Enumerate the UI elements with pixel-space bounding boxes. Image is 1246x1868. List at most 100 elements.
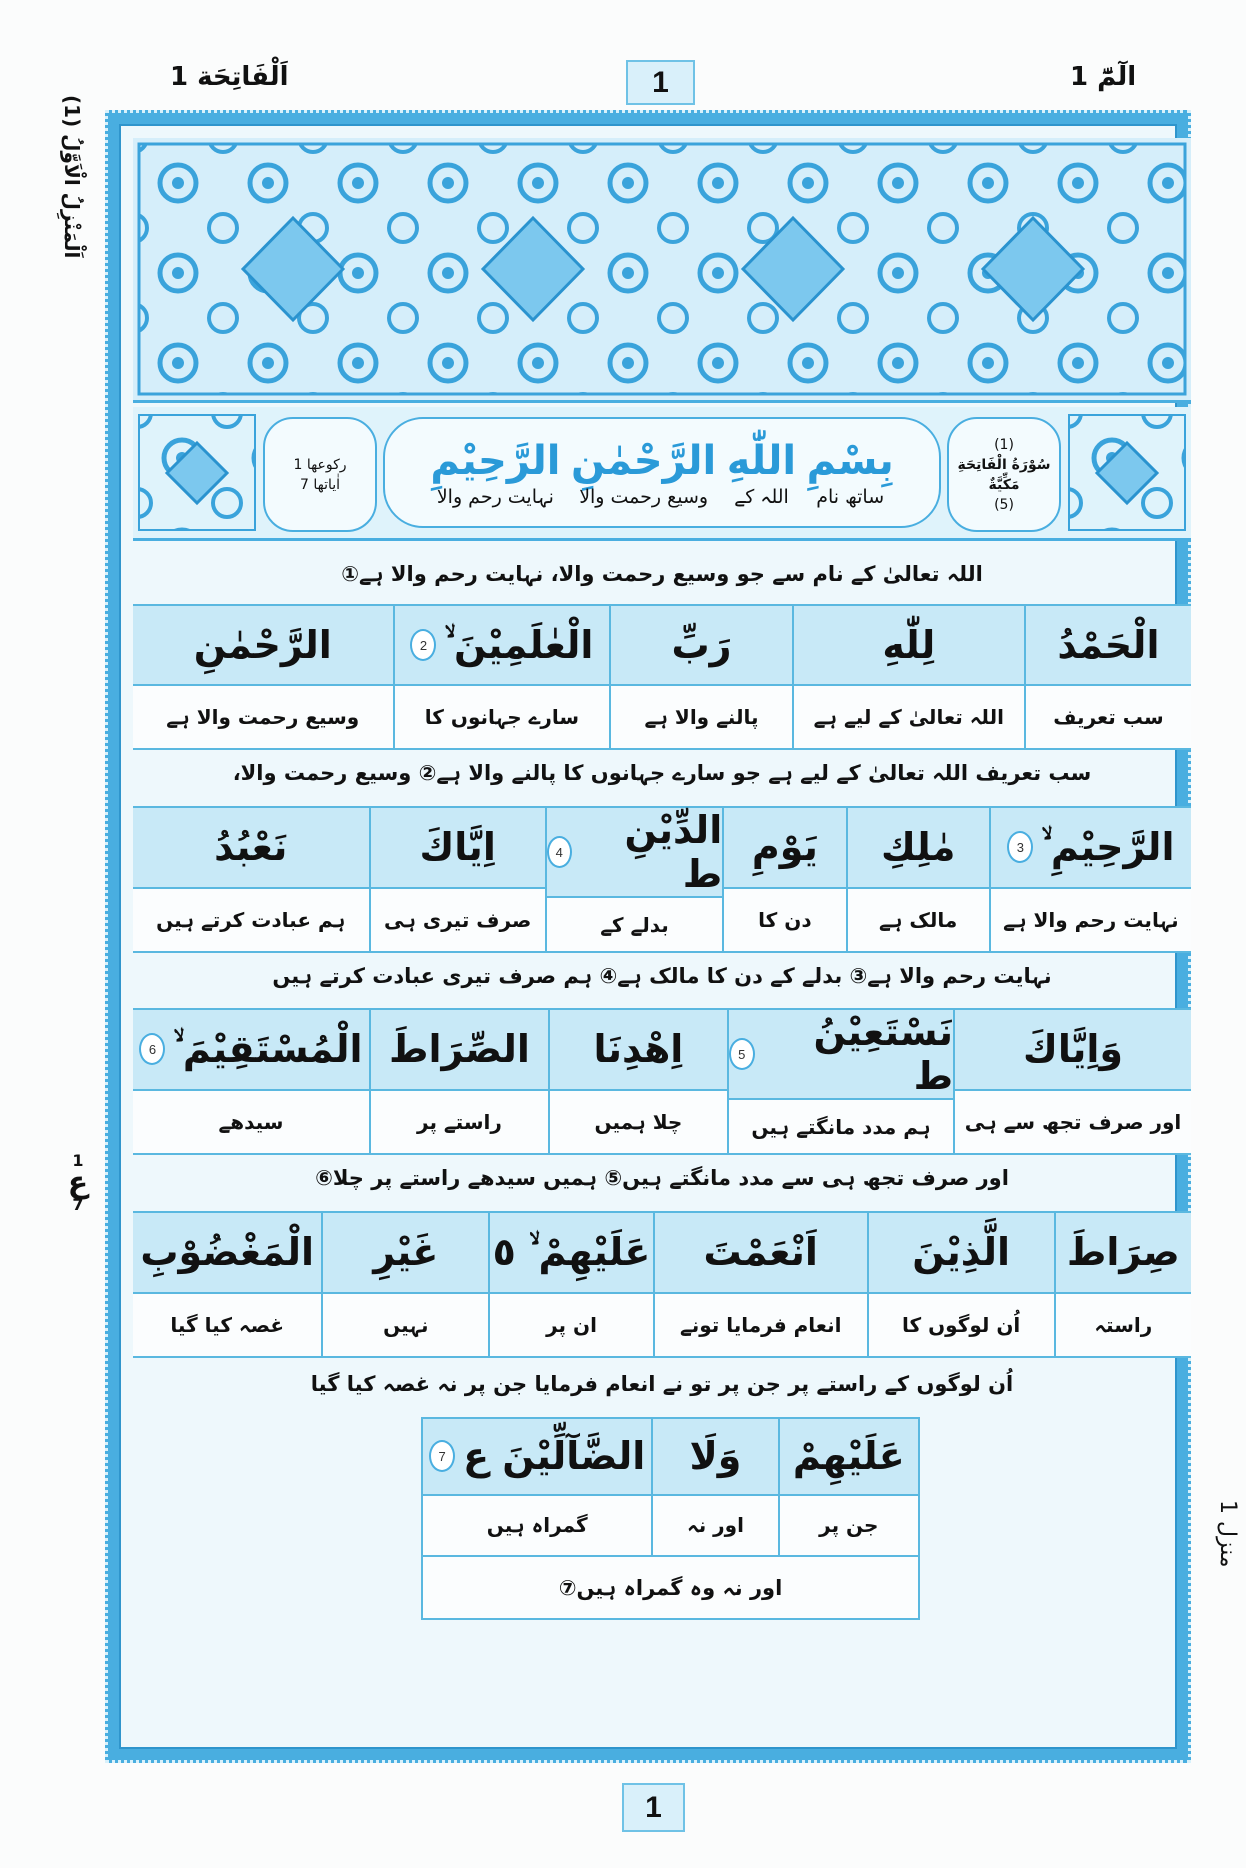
arabic-word: لِلّٰهِ — [882, 623, 936, 668]
urdu-meaning: ساتھ نام — [816, 485, 885, 508]
word-cell: الضَّآلِّيْنَ ع 7 گمراہ ہیں — [423, 1419, 652, 1555]
word-cell: الْمَغْضُوْبِ غصہ کیا گیا — [132, 1213, 322, 1356]
arabic-cell: الدِّيْنِ ط 4 — [546, 808, 723, 898]
page-number-text: 1 — [645, 1790, 662, 1824]
bismillah-word: الرَّحِيْمِ نہایت رحم والا — [430, 438, 560, 508]
arabic-cell: اِهْدِنَا — [549, 1010, 727, 1091]
arabic-cell: وَاِيَّاكَ — [955, 1010, 1191, 1091]
translation-sentence: نہایت رحم والا ہے③ بدلے کے دن کا مالک ہے… — [272, 963, 1052, 988]
arabic-word: الرَّحِيْمِ ۙ — [1041, 824, 1175, 869]
arabic-cell: الْمَغْضُوْبِ — [132, 1213, 322, 1294]
arabic-cell: مٰلِكِ — [847, 808, 989, 889]
ayah-number-marker: 4 — [546, 836, 572, 868]
word-cell: الْعٰلَمِيْنَ ۙ 2 سارے جہانوں کا — [392, 606, 610, 748]
para-header-title: الٓمّٓ 1 — [1070, 62, 1137, 92]
side-ornament-icon — [1068, 414, 1186, 531]
arabic-word: الْمَغْضُوْبِ — [140, 1230, 315, 1275]
arabic-word: وَاِيَّاكَ — [1023, 1027, 1124, 1072]
translation-sentence: اور نہ وہ گمراہ ہیں⑦ — [423, 1555, 918, 1618]
word-cell: الْحَمْدُ سب تعریف — [1023, 606, 1191, 748]
urdu-meaning: مالک ہے — [847, 888, 989, 951]
surah-type: مَكِّيَّةٌ — [988, 476, 1020, 493]
arabic-cell: لِلّٰهِ — [793, 606, 1024, 687]
arabic-word: الرَّحِيْمِ — [430, 437, 561, 484]
arabic-cell: يَوْمِ — [724, 808, 846, 889]
manzil-right-label: منزل 1 — [1215, 1500, 1240, 1568]
urdu-meaning: اور نہ — [653, 1495, 778, 1555]
ayat-count: اٰیاتها 7 — [299, 476, 341, 493]
arabic-word: رَبِّ — [671, 623, 732, 668]
arabic-cell: اَنْعَمْتَ — [654, 1213, 867, 1294]
ayah-number-marker: 5 — [728, 1038, 755, 1070]
bismillah-band: رکوعها 1 اٰیاتها 7 بِسْمِ ساتھ نام اللّٰهِ… — [133, 407, 1191, 541]
urdu-meaning: جن پر — [779, 1495, 918, 1555]
page-number-bottom: 1 — [622, 1783, 685, 1832]
urdu-meaning: ان پر — [490, 1293, 653, 1356]
arabic-cell: نَعْبُدُ — [133, 808, 369, 889]
ruku-ayat-box: رکوعها 1 اٰیاتها 7 — [263, 417, 377, 532]
word-cell: صِرَاطَ راستہ — [1053, 1213, 1191, 1356]
word-cell: وَلَا اور نہ — [651, 1419, 778, 1555]
arabic-word: نَسْتَعِيْنُ ط — [813, 1010, 954, 1098]
ornament-pattern-icon — [137, 142, 1187, 396]
arabic-cell: الْمُسْتَقِيْمَ ۙ 6 — [133, 1010, 369, 1091]
arabic-cell: الرَّحْمٰنِ — [133, 606, 393, 687]
urdu-meaning: انعام فرمایا تونے — [654, 1293, 867, 1356]
arabic-word: الرَّحْمٰنِ — [193, 623, 332, 668]
ruku-symbol: ع — [67, 1165, 89, 1200]
urdu-meaning: ہم مدد مانگتے ہیں — [728, 1100, 954, 1153]
arabic-word: الْمُسْتَقِيْمَ ۙ — [173, 1026, 363, 1071]
word-cell: عَلَيْهِمْ ۙ ٥ ان پر — [488, 1213, 653, 1356]
word-cell: اَنْعَمْتَ انعام فرمایا تونے — [652, 1213, 867, 1356]
urdu-meaning: وسیع رحمت والا ہے — [133, 686, 393, 748]
urdu-meaning: چلا ہمیں — [549, 1090, 727, 1153]
urdu-meaning: صرف تیری ہی — [370, 888, 545, 951]
urdu-meaning: بدلے کے — [546, 898, 723, 951]
urdu-meaning: غصہ کیا گیا — [132, 1293, 322, 1356]
word-row: الْحَمْدُ سب تعریف لِلّٰهِ اللہ تعالیٰ کے ل… — [133, 604, 1191, 750]
bismillah-word: بِسْمِ ساتھ نام — [807, 438, 894, 508]
urdu-meaning: پالنے والا ہے — [611, 686, 792, 748]
arabic-word: الضَّآلِّيْنَ ع — [463, 1434, 646, 1479]
word-cell: رَبِّ پالنے والا ہے — [609, 606, 792, 748]
page-number-text: 1 — [652, 65, 669, 99]
arabic-word: اللّٰهِ — [726, 437, 797, 484]
arabic-word: نَعْبُدُ — [214, 825, 288, 870]
revelation-order: (5) — [994, 496, 1014, 513]
arabic-cell: الَّذِيْنَ — [868, 1213, 1054, 1294]
word-cell: الَّذِيْنَ اُن لوگوں کا — [866, 1213, 1054, 1356]
ruku-mark: 1 ع 7 — [58, 1150, 98, 1216]
arabic-cell: غَيْرِ — [323, 1213, 489, 1294]
urdu-meaning: وسیع رحمت والا — [579, 485, 709, 508]
urdu-meaning: راستے پر — [370, 1090, 548, 1153]
word-cell: الدِّيْنِ ط 4 بدلے کے — [544, 808, 723, 951]
urdu-meaning: گمراہ ہیں — [423, 1495, 652, 1555]
arabic-cell: الْحَمْدُ — [1025, 606, 1191, 687]
word-row: صِرَاطَ راستہ الَّذِيْنَ اُن لوگوں کا اَنْعَ… — [132, 1211, 1191, 1358]
word-cell: لِلّٰهِ اللہ تعالیٰ کے لیے ہے — [791, 606, 1024, 748]
bismillah-word: الرَّحْمٰنِ وسیع رحمت والا — [571, 438, 716, 508]
word-cell: اِيَّاكَ صرف تیری ہی — [368, 808, 545, 951]
urdu-meaning: سب تعریف — [1025, 686, 1191, 748]
arabic-word: الدِّيْنِ ط — [624, 808, 723, 896]
word-cell: الْمُسْتَقِيْمَ ۙ 6 سیدھے — [133, 1010, 369, 1153]
urdu-meaning: نہایت رحم والا — [436, 485, 554, 508]
side-ornament-icon — [138, 414, 256, 531]
ayah-number-marker: 6 — [139, 1033, 166, 1066]
word-row: وَاِيَّاكَ اور صرف تجھ سے ہی نَسْتَعِيْنُ … — [133, 1008, 1191, 1155]
word-cell: نَعْبُدُ ہم عبادت کرتے ہیں — [133, 808, 369, 951]
ayah-number-marker: 3 — [1007, 831, 1034, 864]
translation-sentence: سب تعریف اللہ تعالیٰ کے لیے ہے جو سارے ج… — [232, 761, 1092, 785]
word-cell: يَوْمِ دن کا — [722, 808, 846, 951]
arabic-word: الرَّحْمٰنِ — [570, 437, 717, 484]
bismillah-words: بِسْمِ ساتھ نام اللّٰهِ اللہ کے الرَّحْمٰنِ و… — [383, 417, 941, 528]
word-cell: الرَّحْمٰنِ وسیع رحمت والا ہے — [133, 606, 393, 748]
manzil-margin-label: اَلْمَنْزِلُ الْاَوَّلُ (1) — [60, 95, 84, 259]
word-cell: الرَّحِيْمِ ۙ 3 نہایت رحم والا ہے — [988, 808, 1191, 951]
arabic-cell: عَلَيْهِمْ — [779, 1419, 918, 1496]
arabic-word: صِرَاطَ — [1066, 1230, 1180, 1275]
arabic-word: بِسْمِ — [806, 437, 894, 484]
translation-sentence: اللہ تعالیٰ کے نام سے جو وسیع رحمت والا،… — [341, 561, 983, 586]
arabic-word: مٰلِكِ — [880, 825, 956, 870]
